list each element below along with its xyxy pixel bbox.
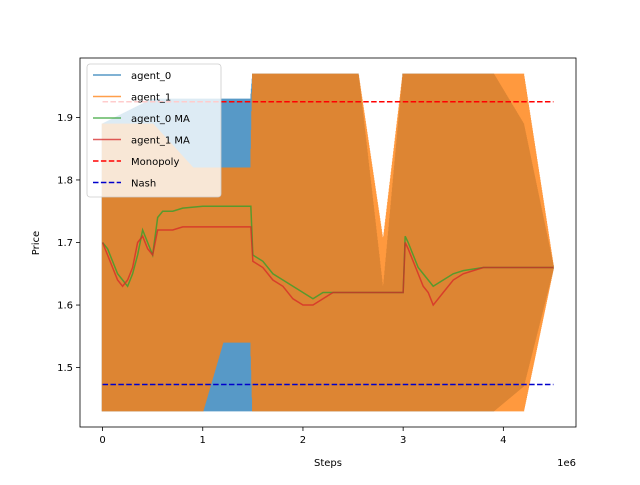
x-tick-label: 4	[500, 435, 506, 446]
legend: agent_0 agent_1 agent_0 MA agent_1 MA Monopo…	[86, 63, 222, 198]
legend-label-agent-0-ma: agent_0 MA	[131, 114, 190, 125]
x-tick-label: 0	[99, 435, 105, 446]
y-tick-label: 1.6	[57, 301, 73, 312]
y-tick-label: 1.9	[57, 113, 73, 124]
legend-label-monopoly: Monopoly	[131, 157, 179, 168]
y-tick-label: 1.8	[57, 175, 73, 186]
x-offset-label: 1e6	[557, 458, 576, 469]
x-tick-label: 3	[400, 435, 406, 446]
legend-label-agent-1-ma: agent_1 MA	[131, 136, 190, 147]
legend-label-nash: Nash	[131, 179, 156, 190]
series-agent-1-ma	[101, 226, 554, 307]
legend-box	[86, 63, 222, 198]
x-axis-label: Steps	[314, 458, 342, 469]
y-tick-label: 1.5	[57, 363, 73, 374]
legend-label-agent-0: agent_0	[131, 71, 171, 82]
legend-label-agent-1: agent_1	[131, 93, 171, 104]
x-tick-label: 1	[200, 435, 206, 446]
y-axis-label: Price	[31, 231, 42, 255]
y-tick-label: 1.7	[57, 238, 73, 249]
y-axis: 1.5 1.6 1.7 1.8 1.9	[57, 113, 80, 374]
x-axis: 0 1 2 3 4	[99, 427, 507, 446]
x-tick-label: 2	[300, 435, 306, 446]
series-agent-0-ma	[101, 205, 554, 300]
